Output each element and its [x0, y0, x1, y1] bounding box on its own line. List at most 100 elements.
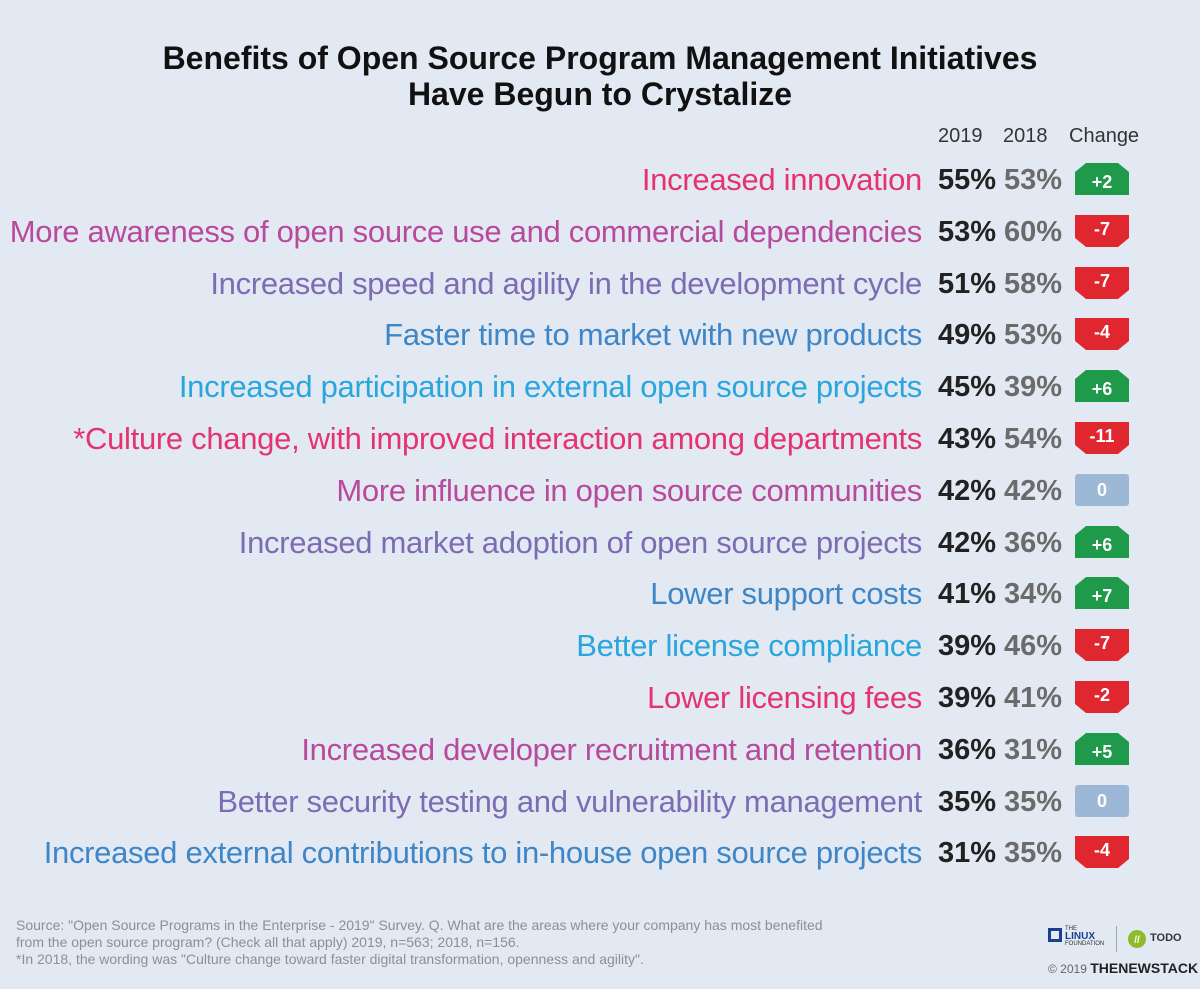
- linux-foundation-logo: THE LINUX FOUNDATION: [1048, 926, 1108, 953]
- value-2018: 34%: [1004, 578, 1063, 611]
- change-badge-flat: 0: [1075, 784, 1129, 817]
- change-badge-up: +5: [1075, 732, 1129, 765]
- table-row: *Culture change, with improved interacti…: [0, 416, 1200, 460]
- row-label: Increased speed and agility in the devel…: [210, 265, 922, 301]
- value-2019: 39%: [938, 630, 997, 663]
- badge-shape: [1075, 732, 1129, 765]
- row-label: Lower support costs: [650, 576, 922, 612]
- badge-shape: [1075, 836, 1129, 869]
- value-2018: 54%: [1004, 423, 1063, 455]
- source-line-1: Source: "Open Source Programs in the Ent…: [16, 917, 823, 933]
- footnote-asterisk: *In 2018, the wording was "Culture chang…: [16, 951, 644, 967]
- badge-shape: [1075, 422, 1129, 454]
- change-badge-up: +7: [1075, 577, 1129, 610]
- table-row: More awareness of open source use and co…: [0, 209, 1200, 253]
- value-2019: 55%: [938, 164, 997, 196]
- row-label: Lower licensing fees: [647, 680, 922, 715]
- table-row: Better license compliance 39% 46% -7: [0, 623, 1200, 667]
- badge-shape: [1075, 214, 1129, 247]
- badge-shape: [1075, 163, 1129, 195]
- value-2019: 45%: [938, 371, 997, 404]
- chart-title-line2: Have Begun to Crystalize: [407, 76, 793, 112]
- change-badge-down: -4: [1075, 318, 1129, 351]
- table-row: Increased external contributions to in-h…: [0, 830, 1200, 874]
- row-label: Better security testing and vulnerabilit…: [217, 783, 922, 819]
- row-label: *Culture change, with improved interacti…: [73, 421, 922, 456]
- copyright-brand: © 2019 THENEWSTACK: [1048, 960, 1198, 976]
- value-2018: 36%: [1004, 526, 1063, 559]
- footnote: Source: "Open Source Programs in the Ent…: [16, 917, 916, 968]
- value-2019: 41%: [938, 578, 997, 611]
- change-badge-down: -7: [1075, 214, 1129, 247]
- value-2019: 42%: [938, 474, 997, 507]
- chart-title-line1: Benefits of Open Source Program Manageme…: [162, 40, 1038, 76]
- value-2018: 35%: [1004, 785, 1063, 818]
- table-row: Increased participation in external open…: [0, 364, 1200, 408]
- change-value: -4: [1093, 840, 1110, 861]
- value-2018: 53%: [1004, 319, 1063, 352]
- change-value: -7: [1093, 270, 1110, 291]
- row-label: Increased participation in external open…: [178, 369, 922, 405]
- change-value: +5: [1091, 741, 1113, 762]
- row-label: Faster time to market with new products: [384, 317, 922, 353]
- value-2018: 60%: [1004, 215, 1063, 248]
- value-2018: 35%: [1004, 837, 1063, 870]
- change-value: -2: [1093, 685, 1110, 705]
- change-badge-down: -2: [1075, 681, 1129, 713]
- value-2019: 31%: [938, 837, 997, 870]
- badge-shape: [1075, 577, 1129, 610]
- change-badge-down: -7: [1075, 266, 1129, 299]
- change-value: 0: [1096, 479, 1107, 500]
- column-header-change: Change: [1069, 125, 1140, 147]
- badge-shape: [1075, 370, 1129, 403]
- badge-shape: [1075, 473, 1129, 506]
- column-header-2019: 2019: [938, 125, 983, 147]
- value-2019: 42%: [938, 526, 997, 559]
- row-label: Increased developer recruitment and rete…: [301, 731, 922, 767]
- value-2018: 39%: [1004, 371, 1063, 404]
- badge-shape: [1075, 784, 1129, 817]
- value-2019: 53%: [938, 215, 997, 248]
- table-row: More influence in open source communitie…: [0, 468, 1200, 512]
- lf-the: THE: [1065, 926, 1077, 932]
- badge-shape: [1075, 681, 1129, 713]
- change-badge-down: -11: [1075, 422, 1129, 454]
- table-row: Better security testing and vulnerabilit…: [0, 779, 1200, 823]
- lf-linux: LINUX: [1065, 931, 1095, 942]
- row-label: Better license compliance: [576, 628, 922, 664]
- change-value: +6: [1091, 379, 1113, 400]
- newstack-brand: THENEWSTACK: [1090, 960, 1199, 976]
- table-row: Increased market adoption of open source…: [0, 520, 1200, 564]
- change-value: +6: [1091, 534, 1113, 555]
- badge-shape: [1075, 266, 1129, 299]
- lf-foundation: FOUNDATION: [1065, 941, 1105, 947]
- chart-title: Benefits of Open Source Program Manageme…: [0, 40, 1200, 112]
- value-2019: 39%: [938, 682, 997, 714]
- value-2018: 41%: [1004, 682, 1063, 714]
- change-badge-down: -4: [1075, 836, 1129, 869]
- value-2018: 42%: [1004, 474, 1063, 507]
- change-badge-down: -7: [1075, 629, 1129, 662]
- change-badge-flat: 0: [1075, 473, 1129, 506]
- copyright: © 2019: [1048, 962, 1087, 976]
- value-2019: 36%: [938, 733, 997, 766]
- source-line-2: from the open source program? (Check all…: [16, 934, 520, 950]
- logo-divider: [1116, 926, 1117, 952]
- value-2018: 58%: [1004, 267, 1063, 300]
- change-value: +7: [1091, 586, 1113, 607]
- value-2018: 46%: [1004, 630, 1063, 663]
- table-row: Increased developer recruitment and rete…: [0, 727, 1200, 771]
- column-header-2018: 2018: [1003, 125, 1048, 147]
- table-row: Increased speed and agility in the devel…: [0, 261, 1200, 305]
- badge-shape: [1075, 318, 1129, 351]
- table-row: Lower licensing fees 39% 41% -2: [0, 675, 1200, 719]
- value-2018: 53%: [1004, 164, 1063, 196]
- value-2019: 35%: [938, 785, 997, 818]
- svg-text://: //: [1134, 935, 1140, 946]
- change-value: 0: [1096, 790, 1107, 811]
- change-badge-up: +6: [1075, 525, 1129, 558]
- change-value: -7: [1093, 218, 1110, 239]
- badge-shape: [1075, 629, 1129, 662]
- change-value: -11: [1089, 426, 1115, 446]
- row-label: More awareness of open source use and co…: [9, 213, 923, 249]
